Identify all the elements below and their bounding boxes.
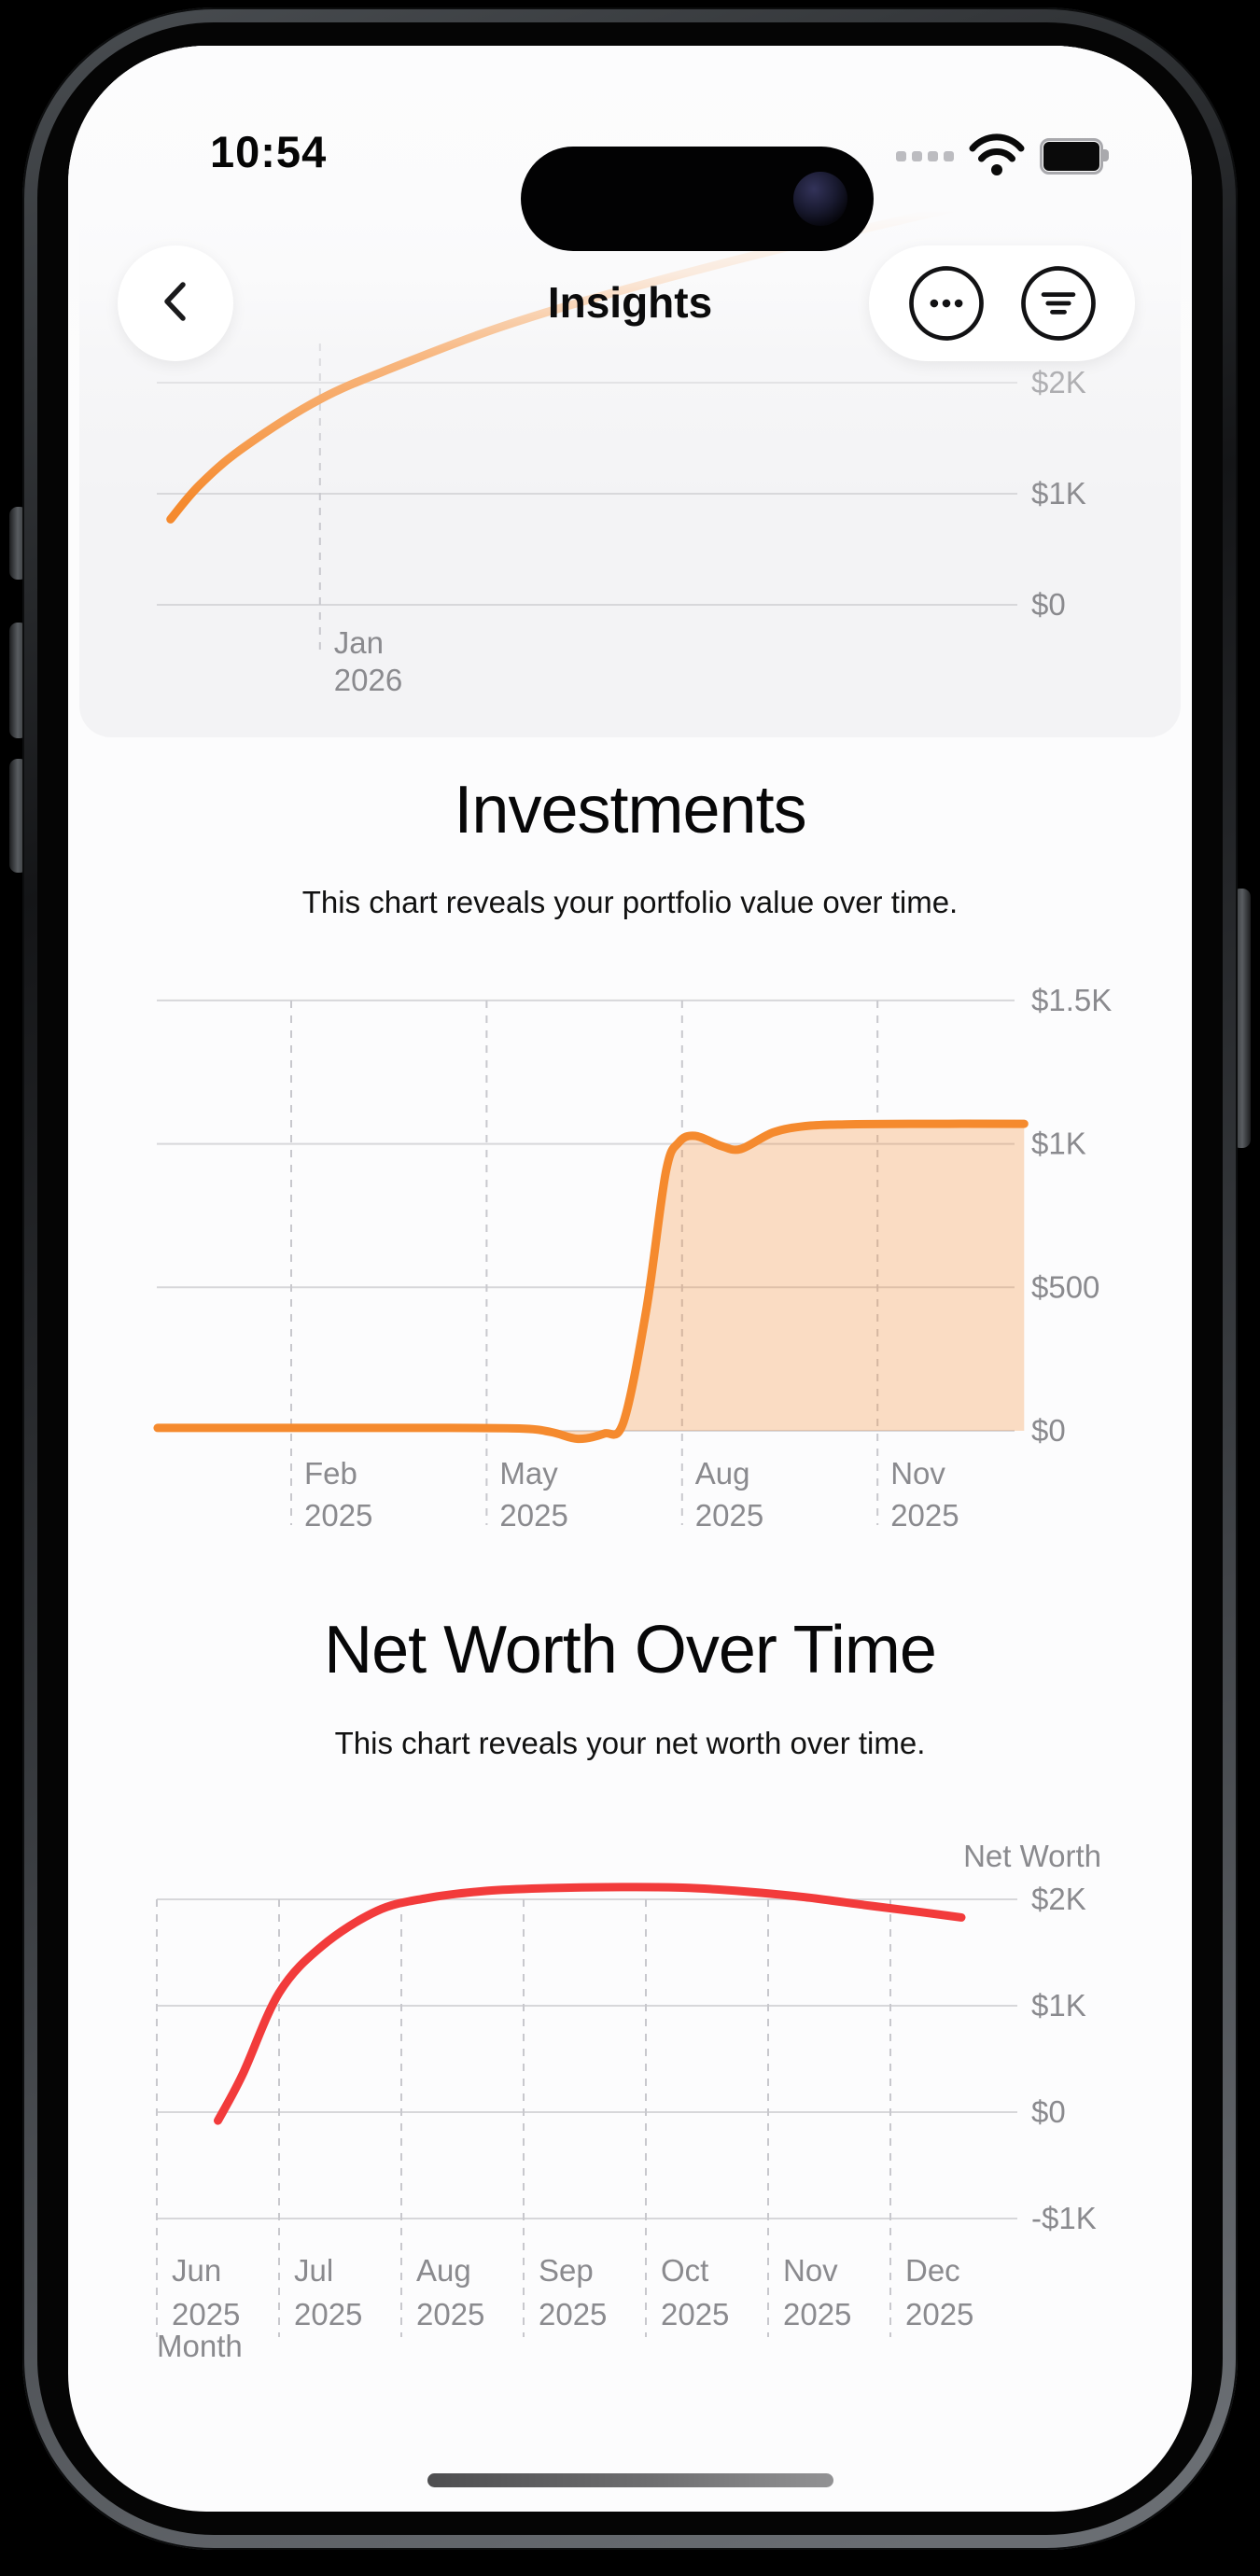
ellipsis-circle-icon [908, 266, 984, 341]
x-axis-tick-label: 2025 [905, 2297, 973, 2331]
y-axis-tick-label: $1K [1031, 476, 1086, 511]
y-axis-tick-label: $0 [1031, 587, 1066, 622]
investments-subtitle: This chart reveals your portfolio value … [301, 885, 959, 919]
x-axis-tick-label: Jan [334, 625, 384, 660]
y-axis-tick-label: $500 [1031, 1269, 1099, 1304]
x-axis-tick-label: Aug [695, 1456, 750, 1491]
header-actions [869, 245, 1135, 361]
cellular-dots-icon [896, 151, 954, 161]
x-axis-tick-label: 2025 [172, 2297, 240, 2331]
page-title: Insights [547, 278, 713, 327]
x-axis-tick-label: May [499, 1456, 558, 1491]
x-axis-tick-label: Oct [661, 2253, 708, 2288]
x-axis-tick-label: Sep [539, 2253, 594, 2288]
dynamic-island [521, 147, 874, 251]
x-axis-tick-label: Nov [783, 2253, 838, 2288]
y-axis-tick-label: $0 [1031, 1413, 1066, 1448]
battery-icon [1040, 138, 1109, 175]
y-axis-tick-label: $2K [1031, 365, 1086, 399]
series-area [157, 1124, 1025, 1439]
more-button[interactable] [903, 259, 990, 347]
y-axis-tick-label: $1K [1031, 1988, 1086, 2023]
x-axis-tick-label: 2025 [539, 2297, 607, 2331]
x-axis-tick-label: Dec [905, 2253, 960, 2288]
x-axis-tick-label: Jun [172, 2253, 221, 2288]
x-axis-tick-label: 2025 [294, 2297, 362, 2331]
x-axis-tick-label: Nov [890, 1456, 945, 1491]
series-line-investments [153, 1119, 1029, 1444]
phone-frame: $2K $1K $0 Jan 2026 $1.5K $1K $500 $0 Feb 2025 May 2… [22, 7, 1238, 2550]
net-worth-subtitle: This chart reveals your net worth over t… [334, 1726, 926, 1760]
x-axis-tick-label: 2025 [695, 1498, 763, 1533]
x-axis-tick-label: 2026 [334, 663, 402, 697]
phone-bezel: $2K $1K $0 Jan 2026 $1.5K $1K $500 $0 Feb 2025 May 2… [37, 22, 1223, 2535]
y-axis-tick-label: $1K [1031, 1127, 1086, 1161]
wifi-icon [968, 132, 1026, 181]
status-bar: 10:54 [68, 126, 1192, 186]
x-axis-tick-label: Feb [304, 1456, 357, 1491]
x-axis-tick-label: 2025 [499, 1498, 567, 1533]
app-screen: $2K $1K $0 Jan 2026 $1.5K $1K $500 $0 Feb 2025 May 2… [68, 46, 1192, 2512]
chevron-left-icon [156, 276, 195, 331]
x-axis-tick-label: 2025 [783, 2297, 851, 2331]
y-axis-tick-label: $2K [1031, 1882, 1086, 1916]
chart-legend-label: Net Worth [963, 1839, 1101, 1873]
front-camera [793, 172, 847, 226]
x-axis-title: Month [157, 2329, 243, 2363]
series-line-net_worth [214, 1883, 966, 2125]
back-button[interactable] [118, 245, 233, 361]
status-time: 10:54 [210, 127, 328, 176]
home-indicator[interactable] [427, 2473, 833, 2487]
x-axis-tick-label: 2025 [661, 2297, 729, 2331]
investments-title: Investments [454, 773, 806, 847]
x-axis-tick-label: 2025 [416, 2297, 484, 2331]
y-axis-tick-label: $1.5K [1031, 983, 1112, 1017]
y-axis-tick-label: -$1K [1031, 2201, 1097, 2235]
x-axis-tick-label: 2025 [304, 1498, 372, 1533]
x-axis-tick-label: Aug [416, 2253, 471, 2288]
filter-circle-icon [1020, 266, 1096, 341]
x-axis-tick-label: Jul [294, 2253, 333, 2288]
y-axis-tick-label: $0 [1031, 2094, 1066, 2129]
x-axis-tick-label: 2025 [890, 1498, 959, 1533]
net-worth-title: Net Worth Over Time [324, 1613, 937, 1687]
filter-button[interactable] [1015, 259, 1102, 347]
